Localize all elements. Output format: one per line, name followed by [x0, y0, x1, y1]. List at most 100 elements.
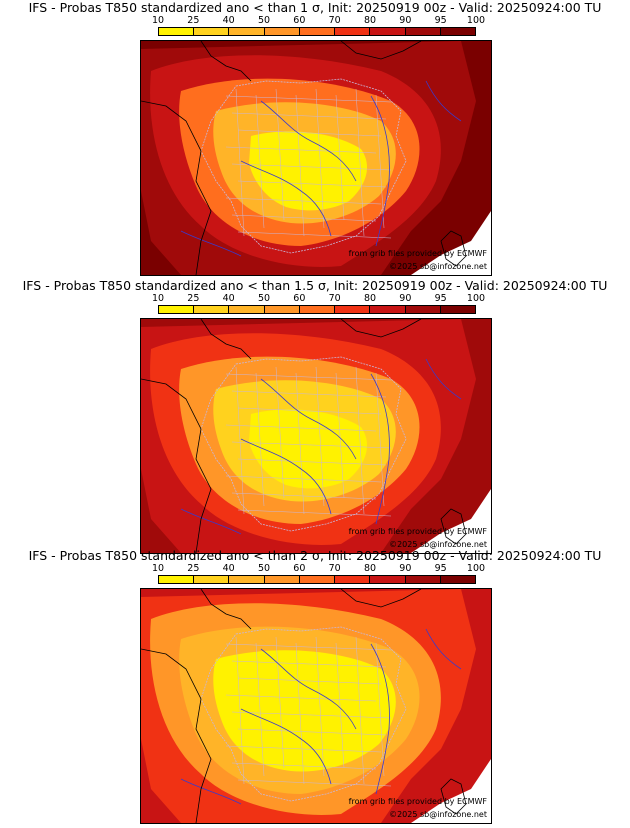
department-border	[231, 762, 377, 770]
department-border	[225, 745, 382, 753]
department-border	[235, 636, 245, 785]
department-border	[375, 372, 385, 507]
colorbar-bin	[440, 28, 475, 35]
department-border	[255, 642, 265, 777]
department-border	[225, 95, 392, 103]
colorbar	[158, 27, 476, 36]
colorbar-bin	[299, 28, 336, 35]
panel-title: IFS - Probas T850 standardized ano < tha…	[22, 278, 608, 293]
department-border	[315, 636, 325, 777]
data-source-credit: from grib files provided by ECMWF	[348, 527, 487, 536]
colorbar-bin	[264, 306, 300, 313]
colorbar-bin	[229, 28, 265, 35]
department-border	[275, 88, 285, 221]
department-border	[275, 636, 285, 769]
colorbar-tick-label: 10	[151, 15, 165, 26]
colorbar-labels: 10 25 40 50 60 70 80 90 95 100	[150, 294, 486, 304]
colorbar-bin	[405, 28, 441, 35]
probability-map: from grib files provided by ECMWF ©2025 …	[140, 318, 492, 554]
colorbar-bin	[264, 576, 300, 583]
river	[180, 508, 242, 535]
colorbar-tick-label: 10	[151, 563, 165, 574]
colorbar-bin	[370, 28, 406, 35]
department-border	[275, 366, 285, 499]
colorbar	[158, 305, 476, 314]
colorbar-tick-label: 40	[222, 293, 235, 304]
colorbar-tick-label: 70	[328, 293, 341, 304]
department-border	[231, 112, 387, 120]
colorbar	[158, 575, 476, 584]
colorbar-bin	[299, 576, 336, 583]
colorbar-tick-label: 95	[434, 293, 447, 304]
colorbar-bin	[335, 306, 371, 313]
colorbar-bin	[405, 576, 441, 583]
coastline	[340, 589, 422, 608]
coastline	[141, 100, 212, 275]
river	[370, 95, 390, 247]
colorbar-tick-label: 90	[399, 15, 412, 26]
department-border	[237, 407, 382, 415]
river	[370, 643, 390, 795]
copyright-credit: ©2025 sb@infozone.net	[389, 810, 487, 819]
colorbar-tick-label: 25	[187, 293, 200, 304]
colorbar-tick-label: 60	[293, 293, 306, 304]
department-border	[335, 372, 345, 499]
colorbar-bin	[159, 576, 195, 583]
national-border	[200, 626, 407, 802]
colorbar-tick-label: 80	[363, 15, 377, 26]
department-borders	[225, 366, 392, 517]
colorbar-tick-label: 40	[222, 15, 235, 26]
colorbar-bin	[335, 576, 371, 583]
department-border	[355, 636, 365, 785]
colorbar-bin	[335, 28, 371, 35]
map-svg	[141, 589, 491, 823]
department-border	[237, 129, 382, 137]
colorbar-labels: 10 25 40 50 60 70 80 90 95 100	[150, 16, 486, 26]
department-border	[237, 779, 392, 787]
map-panel-3: IFS - Probas T850 standardized ano < tha…	[0, 548, 630, 824]
data-source-credit: from grib files provided by ECMWF	[348, 797, 487, 806]
colorbar-tick-label: 50	[257, 563, 271, 574]
coastline	[200, 319, 252, 360]
colorbar-bin	[229, 576, 265, 583]
colorbar-tick-label: 25	[187, 15, 200, 26]
department-border	[225, 373, 392, 381]
department-border	[231, 163, 392, 171]
probability-zone	[249, 131, 368, 211]
panel-title: IFS - Probas T850 standardized ano < tha…	[28, 0, 602, 15]
colorbar-tick-label: 25	[187, 563, 200, 574]
department-border	[225, 694, 377, 702]
map-svg	[141, 319, 491, 553]
map-panel-2: IFS - Probas T850 standardized ano < tha…	[0, 278, 630, 554]
river	[240, 160, 332, 237]
colorbar-bin	[299, 306, 336, 313]
colorbar-tick-label: 10	[151, 293, 165, 304]
copyright-credit: ©2025 sb@infozone.net	[389, 262, 487, 271]
department-border	[231, 660, 387, 668]
department-border	[295, 372, 305, 515]
colorbar-bin	[370, 576, 406, 583]
colorbar-bin	[440, 306, 475, 313]
department-border	[315, 88, 325, 229]
colorbar-tick-label: 100	[466, 15, 486, 26]
colorbar-bin	[264, 28, 300, 35]
colorbar-bin	[194, 306, 230, 313]
coastline	[141, 378, 212, 553]
river	[425, 358, 462, 400]
department-border	[355, 88, 365, 237]
department-border	[235, 366, 245, 515]
river	[240, 438, 332, 515]
department-border	[315, 366, 325, 507]
river	[180, 778, 242, 805]
department-border	[231, 711, 392, 719]
colorbar-bin	[229, 306, 265, 313]
department-border	[237, 677, 382, 685]
department-border	[237, 509, 392, 517]
colorbar-bin	[194, 576, 230, 583]
river	[260, 648, 357, 730]
department-border	[255, 372, 265, 507]
colorbar-bin	[159, 28, 195, 35]
colorbar-bin	[440, 576, 475, 583]
coastline	[141, 648, 212, 823]
river	[370, 373, 390, 525]
